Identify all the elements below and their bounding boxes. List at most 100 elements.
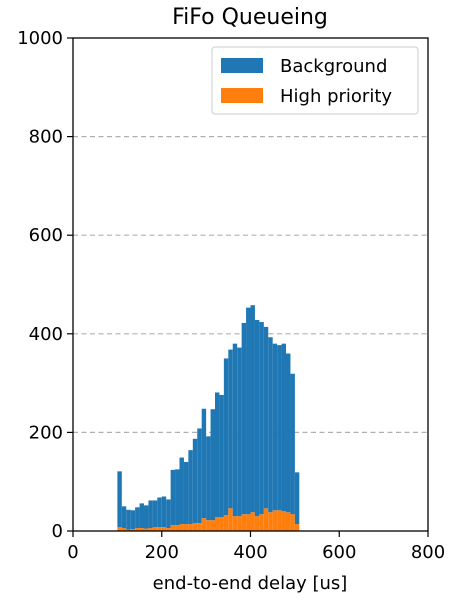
bar-background-420: [259, 321, 264, 515]
bar-high-priority-350: [228, 508, 233, 531]
bar-high-priority-500: [294, 524, 300, 531]
bar-background-390: [246, 307, 251, 515]
bar-high-priority-470: [281, 511, 286, 531]
bar-background-410: [254, 319, 260, 517]
bar-high-priority-420: [259, 514, 264, 531]
bar-background-290: [201, 408, 207, 519]
bar-high-priority-210: [166, 528, 171, 531]
bar-high-priority-270: [192, 523, 198, 531]
bar-background-440: [268, 337, 273, 513]
bar-background-100: [117, 471, 122, 528]
bar-background-350: [228, 349, 233, 509]
bar-high-priority-380: [241, 514, 247, 531]
bar-background-180: [152, 500, 158, 528]
y-tick-label-1000: 1000: [17, 28, 63, 49]
bar-background-400: [250, 305, 255, 513]
x-tick-label-400: 400: [233, 542, 267, 563]
bar-high-priority-300: [206, 520, 211, 531]
bar-background-230: [175, 469, 180, 526]
legend: Background High priority: [211, 46, 419, 115]
bar-high-priority-360: [232, 516, 238, 531]
x-tick-label-600: 600: [322, 542, 356, 563]
bar-background-460: [277, 345, 282, 511]
bar-high-priority-200: [161, 527, 167, 531]
legend-label-background: Background: [280, 56, 387, 77]
bar-high-priority-150: [139, 528, 144, 531]
bar-background-160: [144, 505, 149, 529]
y-tick-label-400: 400: [29, 324, 63, 345]
bar-background-300: [206, 436, 211, 521]
bar-background-280: [197, 428, 202, 524]
bar-background-200: [161, 496, 167, 528]
bar-background-190: [157, 497, 162, 528]
bar-high-priority-160: [144, 528, 149, 531]
bar-high-priority-340: [223, 515, 229, 531]
bar-high-priority-490: [290, 514, 295, 531]
bar-background-170: [148, 500, 153, 529]
bar-high-priority-240: [179, 524, 184, 531]
y-tick-label-200: 200: [29, 422, 63, 443]
bar-background-250: [183, 461, 189, 525]
bar-background-140: [135, 507, 140, 529]
x-tick-label-800: 800: [411, 542, 445, 563]
x-tick-label-0: 0: [67, 542, 78, 563]
bar-high-priority-450: [272, 510, 278, 531]
bar-high-priority-120: [126, 529, 131, 531]
bar-high-priority-220: [170, 525, 176, 531]
bar-high-priority-100: [117, 527, 122, 531]
bar-high-priority-330: [219, 517, 224, 531]
bar-background-380: [241, 322, 247, 515]
bar-background-240: [179, 457, 184, 525]
bar-background-120: [126, 509, 131, 530]
bar-high-priority-190: [157, 527, 162, 531]
x-tick-label-200: 200: [145, 542, 179, 563]
bar-background-150: [139, 503, 144, 529]
bar-background-110: [121, 506, 127, 529]
bar-high-priority-410: [254, 516, 260, 531]
y-tick-label-0: 0: [52, 521, 63, 542]
y-tick-label-600: 600: [29, 225, 63, 246]
bar-background-210: [166, 499, 171, 529]
bar-background-360: [232, 343, 238, 517]
bar-background-320: [215, 392, 220, 518]
bar-high-priority-400: [250, 512, 255, 531]
bar-high-priority-230: [175, 525, 180, 531]
bar-background-220: [170, 469, 176, 526]
legend-swatch-background: [221, 58, 263, 73]
bar-background-450: [272, 343, 278, 511]
bar-background-470: [281, 343, 286, 512]
legend-swatch-high-priority: [221, 88, 263, 103]
bar-high-priority-180: [152, 527, 158, 531]
bar-high-priority-110: [121, 528, 127, 531]
bar-high-priority-260: [188, 524, 193, 531]
x-axis-label: end-to-end delay [us]: [153, 573, 348, 594]
bar-background-270: [192, 438, 198, 524]
bar-background-340: [223, 358, 229, 516]
chart-title: FiFo Queueing: [172, 5, 328, 30]
bar-high-priority-130: [130, 529, 136, 531]
bar-high-priority-370: [237, 516, 242, 531]
bar-high-priority-460: [277, 510, 282, 531]
bar-background-310: [210, 409, 215, 521]
x-axis-ticks: 0 200 400 600 800: [67, 531, 445, 563]
bar-high-priority-140: [135, 528, 140, 531]
bar-high-priority-320: [215, 517, 220, 531]
bar-background-490: [290, 373, 295, 515]
bar-background-370: [237, 347, 242, 517]
bar-high-priority-440: [268, 512, 273, 531]
bar-high-priority-310: [210, 520, 215, 531]
bar-background-480: [286, 353, 291, 513]
bar-high-priority-290: [201, 518, 207, 531]
legend-box: [211, 46, 419, 115]
bar-high-priority-430: [263, 508, 269, 531]
y-tick-label-800: 800: [29, 127, 63, 148]
bar-high-priority-250: [183, 524, 189, 531]
bar-high-priority-390: [246, 514, 251, 531]
bar-background-330: [219, 394, 224, 518]
legend-label-high-priority: High priority: [280, 86, 392, 107]
y-axis-ticks: 0 200 400 600 800 1000: [17, 28, 73, 542]
bar-background-130: [130, 510, 136, 530]
bar-high-priority-280: [197, 523, 202, 531]
